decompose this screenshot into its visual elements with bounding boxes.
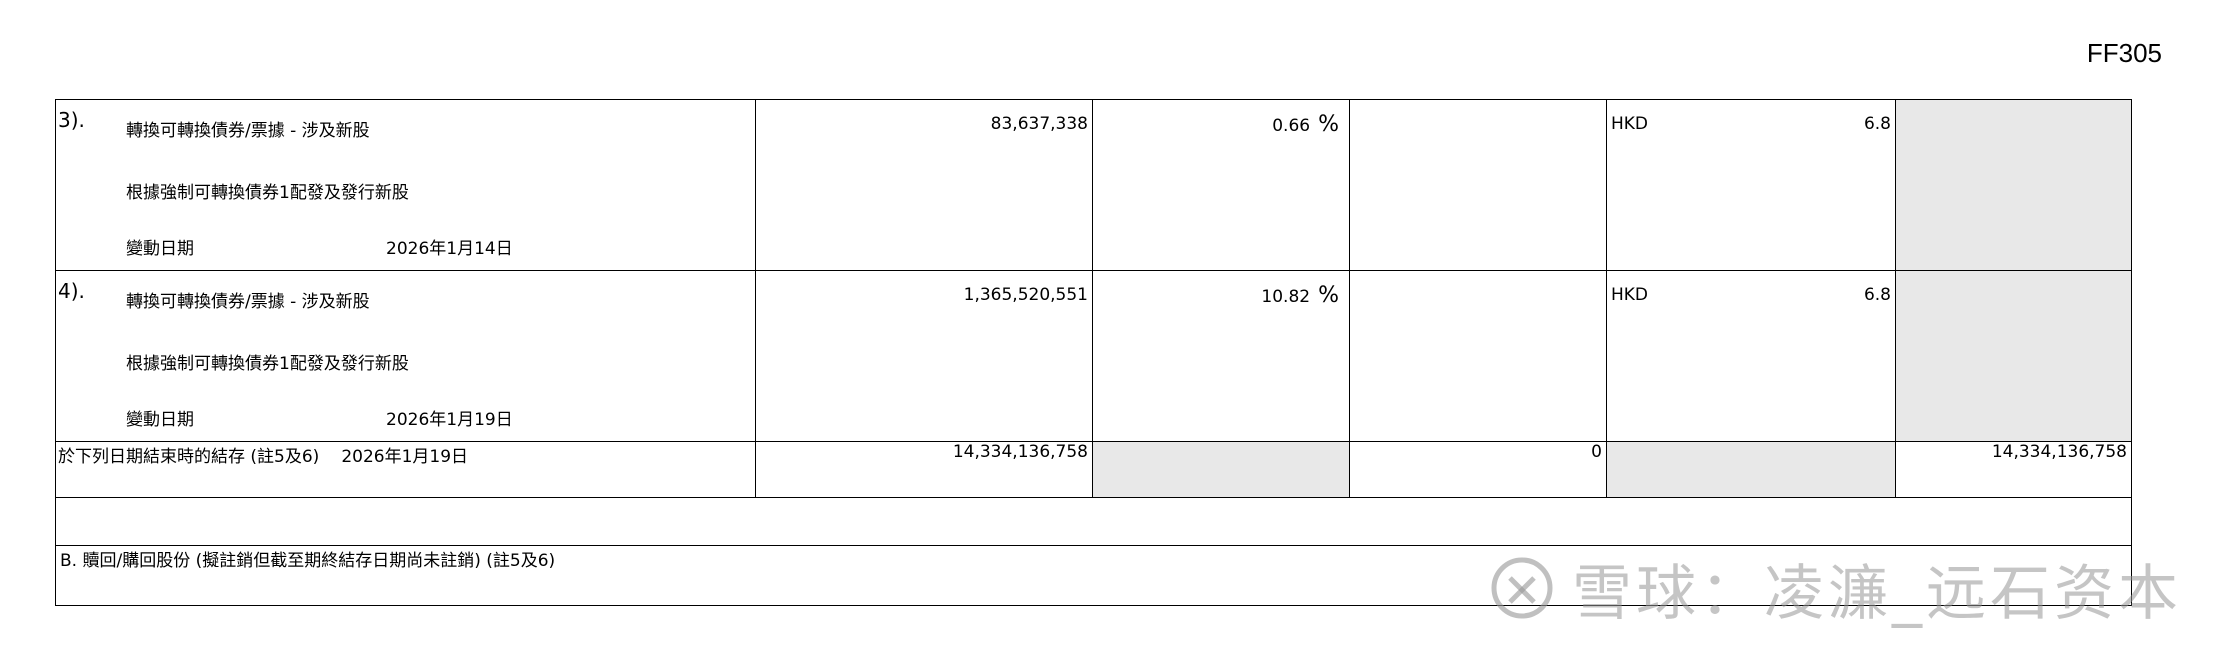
form-code: FF305 — [2086, 38, 2162, 68]
item-title: 轉換可轉換債券/票據 - 涉及新股 — [126, 292, 370, 312]
shaded-cell — [1092, 441, 1350, 498]
closing-balance-row: 於下列日期結束時的結存 (註5及6) 2026年1月19日 14,334,136,… — [55, 441, 2132, 498]
shaded-cell — [1606, 441, 1896, 498]
percent-sign: % — [1318, 283, 1339, 308]
shares-cell: 83,637,338 — [755, 99, 1093, 271]
item-description: 根據強制可轉換債券1配發及發行新股 — [126, 183, 409, 203]
percent-value: 10.82 — [1261, 287, 1311, 307]
closing-balance-date: 2026年1月19日 — [341, 447, 469, 467]
change-date: 2026年1月19日 — [386, 410, 513, 430]
closing-balance-total: 14,334,136,758 — [1895, 441, 2132, 498]
item-number: 3). — [58, 108, 85, 132]
closing-balance-label-cell: 於下列日期結束時的結存 (註5及6) 2026年1月19日 — [55, 441, 756, 498]
empty-cell — [55, 497, 2132, 546]
empty-row — [55, 497, 2132, 546]
currency-code: HKD — [1611, 114, 1649, 134]
change-date: 2026年1月14日 — [386, 239, 513, 259]
percent-cell: 0.66% — [1092, 99, 1350, 271]
item-description: 根據強制可轉換債券1配發及發行新股 — [126, 354, 409, 374]
share-movement-table: 3). 轉換可轉換債券/票據 - 涉及新股 根據強制可轉換債券1配發及發行新股 … — [55, 99, 2132, 606]
item-description-cell: 3). 轉換可轉換債券/票據 - 涉及新股 根據強制可轉換債券1配發及發行新股 … — [55, 99, 756, 271]
item-description-cell: 4). 轉換可轉換債券/票據 - 涉及新股 根據強制可轉換債券1配發及發行新股 … — [55, 270, 756, 442]
closing-balance-mid-value: 0 — [1349, 441, 1607, 498]
currency-code: HKD — [1611, 285, 1649, 305]
item-number: 4). — [58, 279, 85, 303]
empty-cell — [1349, 270, 1607, 442]
table-row: 3). 轉換可轉換債券/票據 - 涉及新股 根據強制可轉換債券1配發及發行新股 … — [55, 99, 2132, 271]
change-date-line: 變動日期 2026年1月14日 — [126, 234, 513, 259]
table-row: 4). 轉換可轉換債券/票據 - 涉及新股 根據強制可轉換債券1配發及發行新股 … — [55, 270, 2132, 442]
watermark-text: 雪球：凌濂_远石资本 — [1572, 558, 2182, 629]
empty-cell — [1349, 99, 1607, 271]
snowball-logo-icon — [1491, 557, 1553, 619]
price-cell: HKD 6.8 — [1606, 270, 1896, 442]
shaded-cell — [1895, 270, 2132, 442]
shaded-cell — [1895, 99, 2132, 271]
price-value: 6.8 — [1863, 114, 1891, 134]
shares-cell: 1,365,520,551 — [755, 270, 1093, 442]
percent-value: 0.66 — [1272, 116, 1311, 136]
section-b-row: B. 贖回/購回股份 (擬註銷但截至期終結存日期尚未註銷) (註5及6) — [55, 545, 2132, 606]
change-date-line: 變動日期 2026年1月19日 — [126, 405, 513, 430]
price-cell: HKD 6.8 — [1606, 99, 1896, 271]
change-date-label: 變動日期 — [126, 410, 194, 430]
price-value: 6.8 — [1863, 285, 1891, 305]
percent-cell: 10.82% — [1092, 270, 1350, 442]
item-title: 轉換可轉換債券/票據 - 涉及新股 — [126, 121, 370, 141]
closing-balance-label: 於下列日期結束時的結存 (註5及6) — [58, 447, 320, 467]
section-b-label: B. 贖回/購回股份 (擬註銷但截至期終結存日期尚未註銷) (註5及6) — [55, 545, 2132, 606]
percent-sign: % — [1318, 112, 1339, 137]
change-date-label: 變動日期 — [126, 239, 194, 259]
closing-balance-shares: 14,334,136,758 — [755, 441, 1093, 498]
watermark: 雪球：凌濂_远石资本 — [1490, 548, 2182, 629]
